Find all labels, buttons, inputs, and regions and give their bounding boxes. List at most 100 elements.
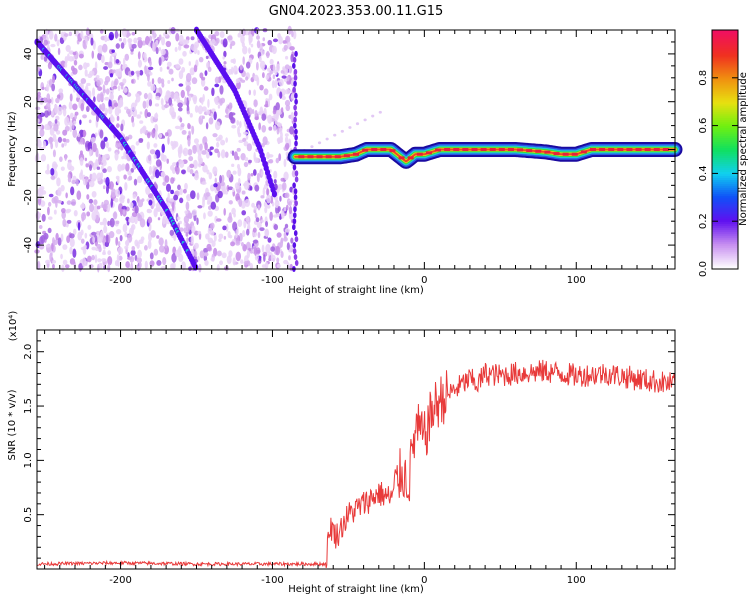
noise-speckle <box>116 254 120 263</box>
noise-speckle <box>283 231 287 239</box>
colorbar-segment <box>712 179 738 182</box>
main-track-peak <box>416 152 423 156</box>
noise-speckle <box>186 110 191 115</box>
noise-speckle <box>109 93 115 101</box>
noise-speckle <box>146 141 150 150</box>
noise-speckle <box>277 184 283 190</box>
noise-speckle <box>268 254 272 261</box>
noise-speckle <box>150 175 155 180</box>
noise-speckle <box>182 188 187 194</box>
noise-speckle <box>48 30 54 40</box>
noise-speckle <box>124 245 129 250</box>
noise-speckle <box>255 217 260 223</box>
noise-speckle <box>97 236 103 244</box>
main-track-peak <box>425 151 432 155</box>
noise-speckle <box>293 188 298 195</box>
noise-speckle <box>48 193 54 198</box>
colorbar-segment <box>712 239 738 242</box>
noise-speckle <box>235 78 241 84</box>
noise-speckle <box>231 207 236 215</box>
colorbar: 0.0 0.2 0.4 0.6 0.8 Normalized spectral ampl… <box>698 29 749 277</box>
noise-speckle <box>256 40 261 49</box>
noise-speckle <box>201 115 205 120</box>
noise-speckle <box>69 165 75 172</box>
noise-speckle <box>270 246 276 252</box>
colorbar-segment <box>712 131 738 135</box>
noise-speckle <box>64 264 70 269</box>
noise-speckle <box>73 210 78 217</box>
noise-speckle <box>178 58 184 65</box>
noise-speckle <box>102 84 106 92</box>
noise-speckle <box>80 102 85 112</box>
noise-speckle <box>189 67 195 76</box>
noise-speckle <box>107 61 113 69</box>
colorbar-segment <box>712 255 738 258</box>
noise-speckle <box>232 221 238 231</box>
noise-speckle <box>175 63 180 69</box>
main-track-peak <box>589 148 596 151</box>
colorbar-segment <box>712 119 738 123</box>
colorbar-segment <box>712 207 738 210</box>
noise-speckle <box>211 87 215 97</box>
noise-speckle <box>283 259 289 265</box>
noise-speckle <box>133 178 138 186</box>
noise-speckle <box>107 255 113 266</box>
noise-speckle <box>250 173 254 177</box>
noise-speckle <box>240 152 246 161</box>
noise-speckle <box>70 198 77 207</box>
noise-speckle <box>240 79 246 83</box>
noise-speckle <box>107 147 112 152</box>
noise-speckle <box>292 218 297 225</box>
noise-speckle <box>267 159 273 164</box>
noise-speckle <box>206 109 210 116</box>
noise-speckle <box>45 244 51 248</box>
noise-speckle <box>274 69 278 76</box>
noise-speckle <box>209 146 214 150</box>
noise-speckle <box>221 252 227 259</box>
noise-speckle <box>266 151 270 160</box>
main-track-peak <box>307 155 314 159</box>
noise-speckle <box>92 40 96 50</box>
noise-speckle <box>99 129 104 139</box>
noise-speckle <box>252 227 257 233</box>
noise-speckle <box>284 88 291 95</box>
colorbar-segment <box>712 139 738 143</box>
noise-speckle <box>310 145 314 149</box>
noise-speckle <box>290 111 294 122</box>
colorbar-segment <box>712 30 738 33</box>
noise-speckle <box>187 137 191 147</box>
noise-speckle <box>122 223 128 233</box>
noise-speckle <box>224 190 229 195</box>
noise-speckle <box>51 83 56 92</box>
noise-speckle <box>41 213 46 222</box>
noise-speckle <box>181 169 186 175</box>
noise-speckle <box>266 50 270 59</box>
noise-speckle <box>48 216 53 220</box>
noise-speckle <box>276 257 280 263</box>
noise-speckle <box>85 176 88 186</box>
noise-speckle <box>82 245 87 255</box>
noise-speckle <box>171 253 177 263</box>
noise-speckle <box>283 171 289 181</box>
noise-speckle <box>102 217 107 227</box>
noise-speckle <box>129 255 135 263</box>
noise-speckle <box>154 112 159 119</box>
noise-speckle <box>292 164 297 171</box>
noise-speckle <box>161 143 165 153</box>
noise-speckle <box>203 252 209 257</box>
noise-speckle <box>288 206 293 215</box>
noise-speckle <box>186 237 189 244</box>
main-track-peak <box>362 148 369 152</box>
spectrogram-ytick-label: 0 <box>23 146 34 152</box>
noise-speckle <box>180 122 185 128</box>
noise-speckle <box>169 229 175 236</box>
noise-speckle <box>87 224 92 230</box>
noise-speckle <box>88 119 92 124</box>
noise-speckle <box>115 123 120 128</box>
noise-speckle <box>236 147 241 152</box>
noise-speckle <box>266 194 272 204</box>
noise-speckle <box>69 237 75 248</box>
noise-speckle <box>340 129 344 133</box>
noise-speckle <box>293 206 297 213</box>
snr-xlabel: Height of straight line (km) <box>288 584 424 595</box>
